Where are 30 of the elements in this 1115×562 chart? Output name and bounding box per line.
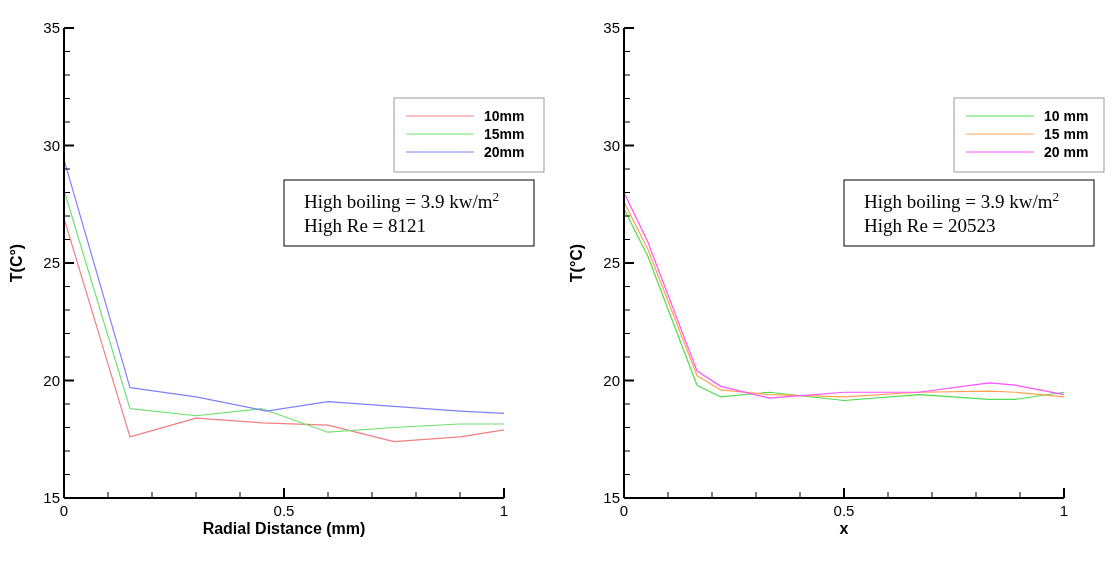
y-axis-title: T(°C) [568, 243, 585, 283]
y-tick-label: 25 [603, 254, 620, 272]
y-tick-label: 15 [603, 489, 620, 507]
y-tick-label: 35 [603, 19, 620, 37]
x-tick-label: 0 [619, 502, 629, 519]
annotation: High Re = 20523 [864, 215, 996, 236]
annotation: High boiling = 3.9 kw/m$^{2}$ [864, 188, 1060, 212]
y-tick-label: 25 [43, 254, 60, 272]
y-tick-label: 30 [43, 136, 60, 154]
x-tick-label: 0.5 [833, 502, 855, 519]
x-tick-label: 1 [499, 502, 509, 519]
annotation: High boiling = 3.9 kw/m$^{2}$ [304, 188, 500, 212]
legend-label: 10 mm [1044, 107, 1089, 124]
y-tick-label: 20 [43, 371, 60, 389]
annotation: High Re = 8121 [304, 215, 427, 236]
y-tick-label: 35 [43, 19, 60, 37]
legend-label: 15mm [484, 125, 525, 142]
x-axis-title: x [839, 520, 849, 537]
y-tick-label: 30 [603, 136, 620, 154]
x-tick-label: 0.5 [273, 502, 295, 519]
legend-label: 10mm [484, 107, 525, 124]
x-tick-label: 1 [1059, 502, 1069, 519]
y-axis-title: T(C°) [8, 243, 25, 283]
x-axis-title: Radial Distance (mm) [202, 520, 366, 537]
legend-label: 15 mm [1044, 125, 1089, 142]
y-tick-label: 15 [43, 489, 60, 507]
legend-label: 20 mm [1044, 143, 1089, 160]
legend-label: 20mm [484, 143, 525, 160]
x-tick-label: 0 [59, 502, 69, 519]
y-tick-label: 20 [603, 371, 620, 389]
